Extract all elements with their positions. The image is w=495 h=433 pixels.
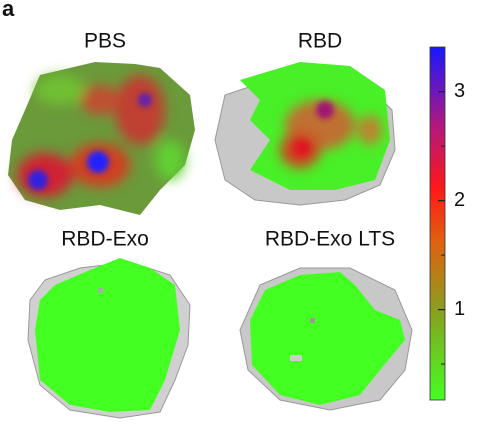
- panel-title: RBD-Exo LTS: [265, 228, 395, 251]
- image-rbd-exo: [27, 258, 191, 419]
- panel-label: a: [2, 0, 15, 21]
- colorbar-ticks: 1 2 3: [438, 80, 465, 365]
- tick-label: 1: [454, 298, 465, 320]
- panel-title: RBD: [298, 30, 342, 53]
- image-rbd-exo-lts: [239, 267, 413, 411]
- panel-title: RBD-Exo: [61, 228, 149, 251]
- colorbar: [429, 46, 446, 401]
- panel-title: PBS: [84, 30, 126, 53]
- image-pbs: [8, 62, 195, 215]
- image-rbd: [214, 62, 396, 206]
- tick-label: 2: [454, 189, 465, 211]
- tick-label: 3: [454, 80, 465, 102]
